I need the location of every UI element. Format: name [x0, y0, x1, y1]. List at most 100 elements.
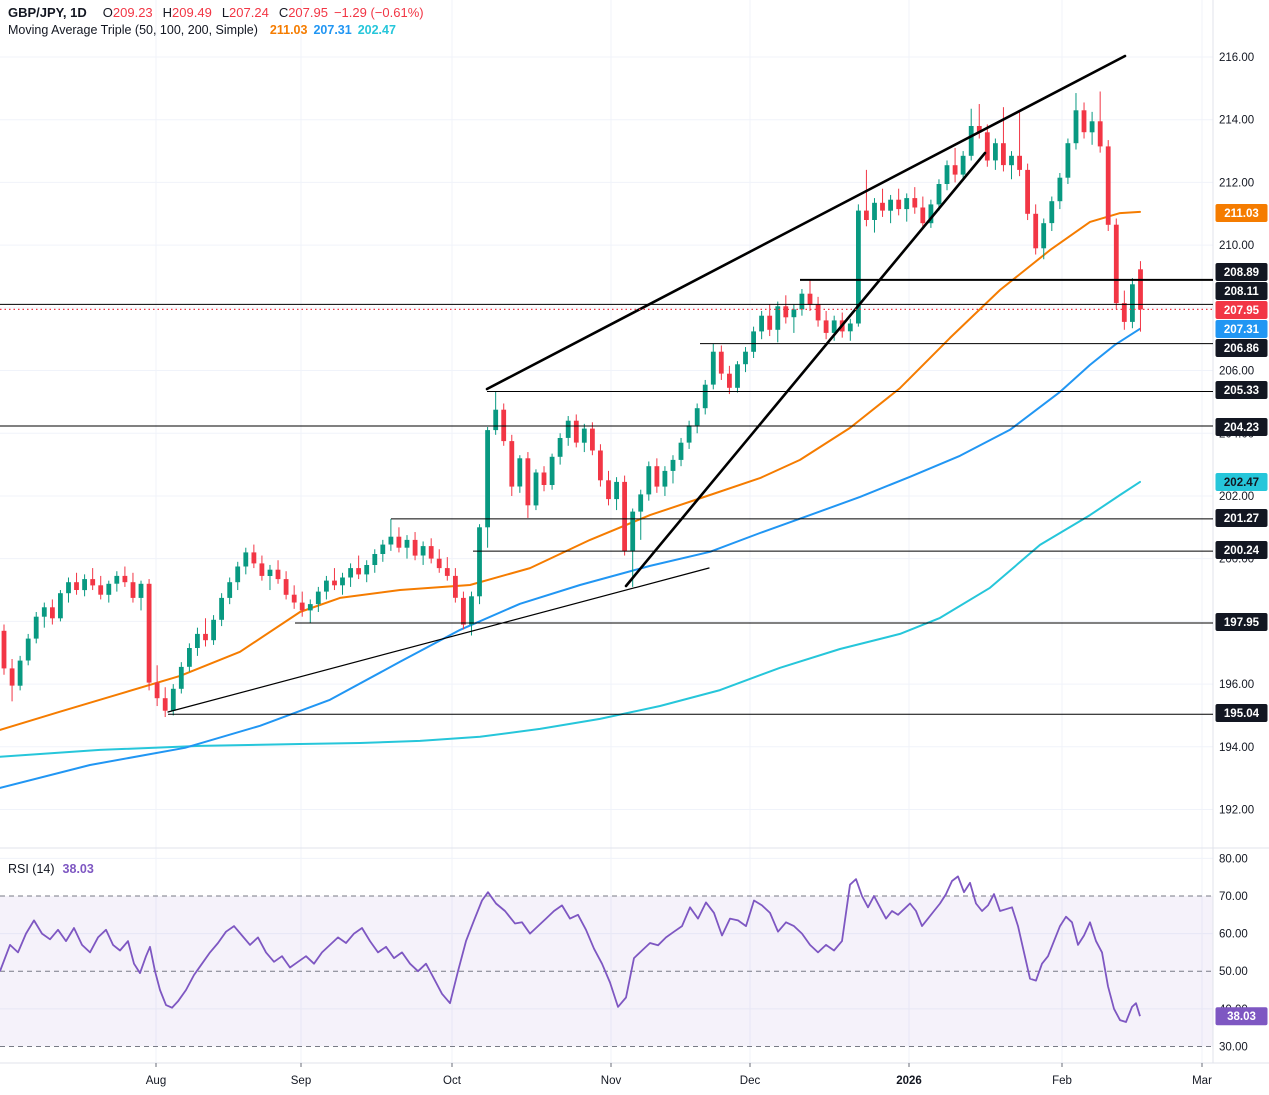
candle-body	[928, 204, 934, 224]
price-tick-label[interactable]: 202.00	[1219, 491, 1254, 503]
candle-body	[960, 155, 966, 175]
candle-body	[1073, 110, 1079, 144]
candle-body	[952, 165, 958, 175]
candle-body	[74, 582, 79, 590]
ma-line-sma50	[0, 210, 1141, 731]
candle-body	[783, 306, 789, 318]
candle-body	[678, 442, 684, 460]
candle-body	[130, 582, 136, 598]
candle-body	[751, 331, 756, 352]
rsi-tick-label[interactable]: 50.00	[1219, 966, 1248, 978]
close-value: 207.95	[288, 5, 328, 20]
candle-body	[227, 582, 233, 598]
price-badge-207.31-text: 207.31	[1224, 324, 1260, 336]
time-label-Sep[interactable]: Sep	[291, 1075, 311, 1087]
trendline-2[interactable]	[624, 151, 987, 588]
trendline-1[interactable]	[485, 54, 1127, 391]
rsi-tick-label[interactable]: 80.00	[1219, 853, 1248, 865]
time-label-Dec[interactable]: Dec	[740, 1075, 761, 1087]
candle-body	[356, 568, 361, 575]
candle-body	[541, 472, 547, 485]
time-label-2026[interactable]: 2026	[896, 1075, 922, 1087]
high-value: 209.49	[172, 5, 212, 20]
candle-body	[606, 480, 611, 500]
candle-body	[1097, 121, 1103, 147]
candle-body	[598, 450, 603, 481]
rsi-tick-label[interactable]: 30.00	[1219, 1041, 1248, 1053]
price-tick-label[interactable]: 216.00	[1219, 52, 1254, 64]
candle-body	[267, 569, 273, 576]
rsi-badge	[1215, 1007, 1268, 1026]
time-label-Feb[interactable]: Feb	[1052, 1075, 1072, 1087]
price-badge-208.89	[1215, 263, 1268, 281]
candle-body	[307, 604, 313, 611]
candle-body	[662, 470, 668, 487]
candle-body	[1081, 110, 1087, 133]
symbol-title[interactable]: GBP/JPY, 1D	[8, 5, 87, 20]
rsi-line	[0, 875, 1141, 1023]
price-tick-label[interactable]: 212.00	[1219, 177, 1254, 189]
candle-body	[1089, 121, 1095, 133]
candle-body	[864, 210, 869, 220]
price-badge-202.47-text: 202.47	[1224, 477, 1259, 489]
price-tick-label[interactable]: 206.00	[1219, 366, 1254, 378]
trendline-3[interactable]	[167, 567, 710, 713]
candle-body	[525, 458, 531, 506]
candle-body	[622, 481, 627, 551]
candle-body	[41, 607, 47, 617]
price-tick-label[interactable]: 192.00	[1219, 805, 1254, 817]
candle-body	[984, 132, 990, 161]
ohlc-row: GBP/JPY, 1D O209.23 H209.49 L207.24 C207…	[8, 5, 424, 20]
candle-body	[573, 420, 579, 443]
ma-indicator-title[interactable]: Moving Average Triple (50, 100, 200, Sim…	[8, 23, 258, 37]
time-label-Mar[interactable]: Mar	[1192, 1075, 1212, 1087]
candle-body	[1113, 224, 1119, 304]
time-label-Aug[interactable]: Aug	[146, 1075, 166, 1087]
candle-body	[1138, 269, 1143, 310]
rsi-tick-label[interactable]: 60.00	[1219, 929, 1248, 941]
candle-body	[775, 306, 781, 330]
candle-body	[533, 472, 539, 506]
candle-body	[912, 198, 918, 208]
candle-body	[831, 320, 837, 333]
candle-body	[348, 568, 353, 578]
candle-body	[759, 315, 764, 332]
candle-body	[718, 351, 724, 374]
candle-body	[162, 698, 168, 711]
candle-body	[1049, 201, 1055, 224]
candle-body	[493, 409, 499, 431]
candle-body	[291, 594, 297, 603]
candle-body	[178, 666, 184, 689]
price-tick-label[interactable]: 194.00	[1219, 742, 1254, 754]
price-tick-label[interactable]: 214.00	[1219, 115, 1254, 127]
rsi-indicator-title[interactable]: RSI (14)	[8, 862, 55, 876]
rsi-tick-label[interactable]: 70.00	[1219, 891, 1248, 903]
candle-body	[412, 539, 418, 556]
candle-body	[654, 466, 660, 487]
candle-body	[936, 184, 942, 205]
price-tick-label[interactable]: 210.00	[1219, 240, 1254, 252]
price-badge-205.33	[1215, 381, 1268, 399]
ma-line-sma200	[0, 480, 1141, 758]
time-label-Oct[interactable]: Oct	[443, 1075, 462, 1087]
candle-body	[993, 143, 998, 161]
candle-body	[735, 364, 740, 388]
candle-body	[388, 536, 394, 545]
candle-body	[485, 430, 490, 528]
price-tick-label[interactable]: 196.00	[1219, 679, 1254, 691]
price-badge-207.95-text: 207.95	[1224, 305, 1260, 317]
symbol-legend: GBP/JPY, 1D O209.23 H209.49 L207.24 C207…	[8, 5, 424, 37]
candle-body	[590, 428, 595, 451]
candle-body	[944, 165, 950, 184]
ma200-value: 202.47	[357, 23, 396, 37]
candle-body	[195, 633, 200, 648]
candle-body	[1041, 223, 1047, 249]
candle-body	[727, 373, 732, 388]
change-value: −1.29 (−0.61%)	[333, 5, 424, 20]
candle-body	[904, 198, 910, 210]
candle-body	[33, 616, 39, 639]
candle-body	[880, 202, 885, 211]
time-label-Nov[interactable]: Nov	[601, 1075, 622, 1087]
candle-body	[154, 682, 160, 699]
